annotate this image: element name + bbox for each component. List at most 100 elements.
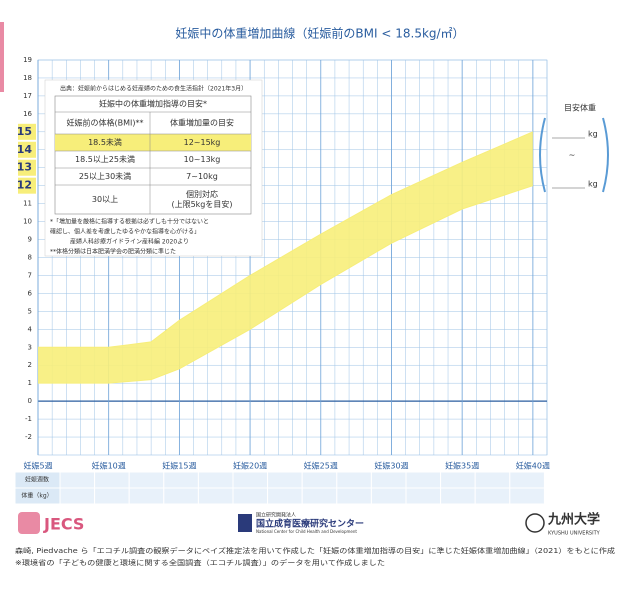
table-title: 妊娠中の体重増加指導の目安* [99, 99, 207, 109]
table-frame [54, 95, 252, 215]
record-cell [94, 487, 130, 505]
x-tick-label: 妊娠15週 [162, 461, 196, 471]
unit: kg [588, 180, 598, 189]
table-cell: 12~15kg [184, 138, 221, 147]
logo-ncchd-sub: 国立研究開発法人 [256, 512, 296, 519]
record-row: 体重（kg） [21, 492, 52, 500]
record-cell [474, 487, 511, 505]
chart-title: 妊娠中の体重増加曲線（妊娠前のBMI < 18.5kg/㎡） [175, 26, 464, 41]
y-tick-label: 0 [28, 397, 32, 405]
record-row: 妊娠週数 [25, 476, 49, 484]
sep: ~ [569, 151, 576, 160]
note: 確認し、個人差を考慮したゆるやかな指導を心がける」 [50, 228, 200, 236]
record-cell [440, 487, 476, 505]
x-tick-label: 妊娠30週 [374, 461, 408, 471]
y-tick-label: 8 [28, 254, 32, 262]
record-cell [267, 471, 303, 489]
y-tick-label: 14 [17, 143, 33, 156]
record-cell [163, 487, 199, 505]
record-cell [163, 471, 199, 489]
source: 出典：妊娠前からはじめる妊産婦のための食生活指針（2021年3月） [60, 85, 247, 93]
record-cell [440, 471, 476, 489]
note: 産婦人科診療ガイドライン産科編 2020より [70, 238, 189, 246]
record-cell [509, 487, 545, 505]
record-cell [405, 471, 442, 489]
y-tick-label: 11 [23, 200, 32, 208]
record-cell [474, 471, 511, 489]
logo-ncchd: 国立成育医療研究センター [256, 518, 364, 530]
record-cell [370, 471, 407, 489]
y-tick-label: 4 [28, 325, 33, 333]
unit: kg [588, 130, 598, 139]
record-cell [59, 487, 96, 505]
table-header: 妊娠前の体格(BMI)** [67, 118, 144, 128]
tick-highlight [18, 141, 36, 158]
table-cell: 10~13kg [184, 155, 221, 164]
table-cell: 7~10kg [186, 172, 218, 181]
note: *「増加量を厳格に指導する根拠は必ずしも十分ではないと [50, 218, 209, 226]
table-cell: 18.5以上25未満 [75, 154, 135, 164]
tick-highlight [18, 159, 36, 176]
footer: 森崎, Piedvache ら「エコチル調査の観察データにベイズ推定法を用いて作… [15, 546, 615, 555]
table-cell: 30以上 [92, 195, 118, 204]
record-cell [197, 487, 234, 505]
y-tick-label: 10 [23, 218, 32, 226]
table-cell: 25以上30未満 [79, 171, 131, 181]
y-tick-label: 6 [28, 289, 33, 297]
logo-kyushu: 九州大学 [547, 512, 600, 528]
y-tick-label: 7 [28, 271, 32, 279]
y-tick-label: 18 [23, 74, 32, 82]
y-tick-label: 2 [28, 361, 32, 369]
record-cell [336, 471, 372, 489]
y-tick-label: 1 [28, 379, 32, 387]
y-tick-label: 15 [17, 125, 32, 138]
x-tick-label: 妊娠35週 [445, 461, 479, 471]
tick-highlight [18, 177, 36, 194]
record-cell [94, 471, 130, 489]
record-cell [197, 471, 234, 489]
y-tick-label: 19 [23, 56, 32, 64]
y-tick-label: 16 [23, 110, 32, 118]
y-tick-label: -2 [25, 433, 32, 441]
bracket [539, 117, 546, 193]
record-cell [232, 487, 269, 505]
logo-kyushu-en: KYUSHU UNIVERSITY [548, 531, 601, 537]
record-cell [370, 487, 407, 505]
tick-highlight [18, 123, 36, 140]
y-tick-label: 5 [28, 307, 32, 315]
x-tick-label: 妊娠5週 [23, 461, 52, 471]
table-cell: 個別対応 [186, 189, 218, 199]
record-cell [232, 471, 269, 489]
overlay: 出典：妊娠前からはじめる妊産婦のための食生活指針（2021年3月） 妊娠中の体重増… [14, 79, 615, 567]
table-cell: (上限5kgを目安) [171, 199, 232, 209]
y-tick-label: -1 [25, 415, 32, 423]
x-tick-label: 妊娠20週 [233, 461, 267, 471]
record-cell [128, 471, 165, 489]
x-tick-label: 妊娠40週 [516, 461, 550, 471]
band-edge [38, 131, 534, 348]
y-tick-label: 9 [28, 236, 32, 244]
logo-kyushu-mark [525, 513, 545, 533]
table-cell: 18.5未満 [88, 137, 122, 147]
record-cell [509, 471, 545, 489]
logo-jecs-mark [18, 512, 40, 534]
bracket [602, 117, 609, 193]
row-highlight [55, 134, 251, 151]
y-tick-label: 13 [17, 161, 32, 174]
footer: ※環境省の「子どもの健康と環境に関する全国調査（エコチル調査）」のデータを用いて… [15, 558, 385, 567]
band-fill [38, 131, 533, 384]
record-cell [301, 487, 338, 505]
logo-ncchd-mark [238, 514, 252, 532]
record-cell [405, 487, 442, 505]
table-header: 体重増加量の目安 [170, 118, 234, 128]
x-tick-label: 妊娠25週 [304, 461, 338, 471]
y-tick-label: 3 [28, 343, 32, 351]
note: **体格分類は日本肥満学会の肥満分類に準じた [50, 248, 176, 256]
band-edge [38, 185, 534, 384]
target-title: 目安体重 [564, 103, 596, 113]
y-tick-label: 17 [23, 92, 32, 100]
record-cell [336, 487, 372, 505]
logo-ncchd-en: National Center for Child Health and Dev… [256, 529, 357, 534]
logo-jecs: JECS [43, 515, 84, 534]
